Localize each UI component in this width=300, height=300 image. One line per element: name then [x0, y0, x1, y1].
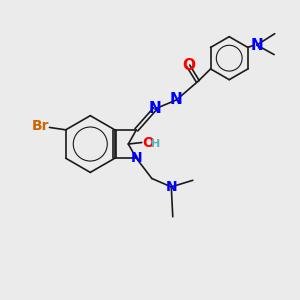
- Text: O: O: [142, 136, 154, 149]
- Text: N: N: [166, 180, 177, 194]
- Text: N: N: [148, 101, 161, 116]
- Text: O: O: [182, 58, 195, 74]
- Text: N: N: [170, 92, 183, 107]
- Text: N: N: [250, 38, 263, 52]
- Text: Br: Br: [32, 119, 50, 133]
- Text: H: H: [151, 139, 160, 149]
- Text: N: N: [130, 151, 142, 165]
